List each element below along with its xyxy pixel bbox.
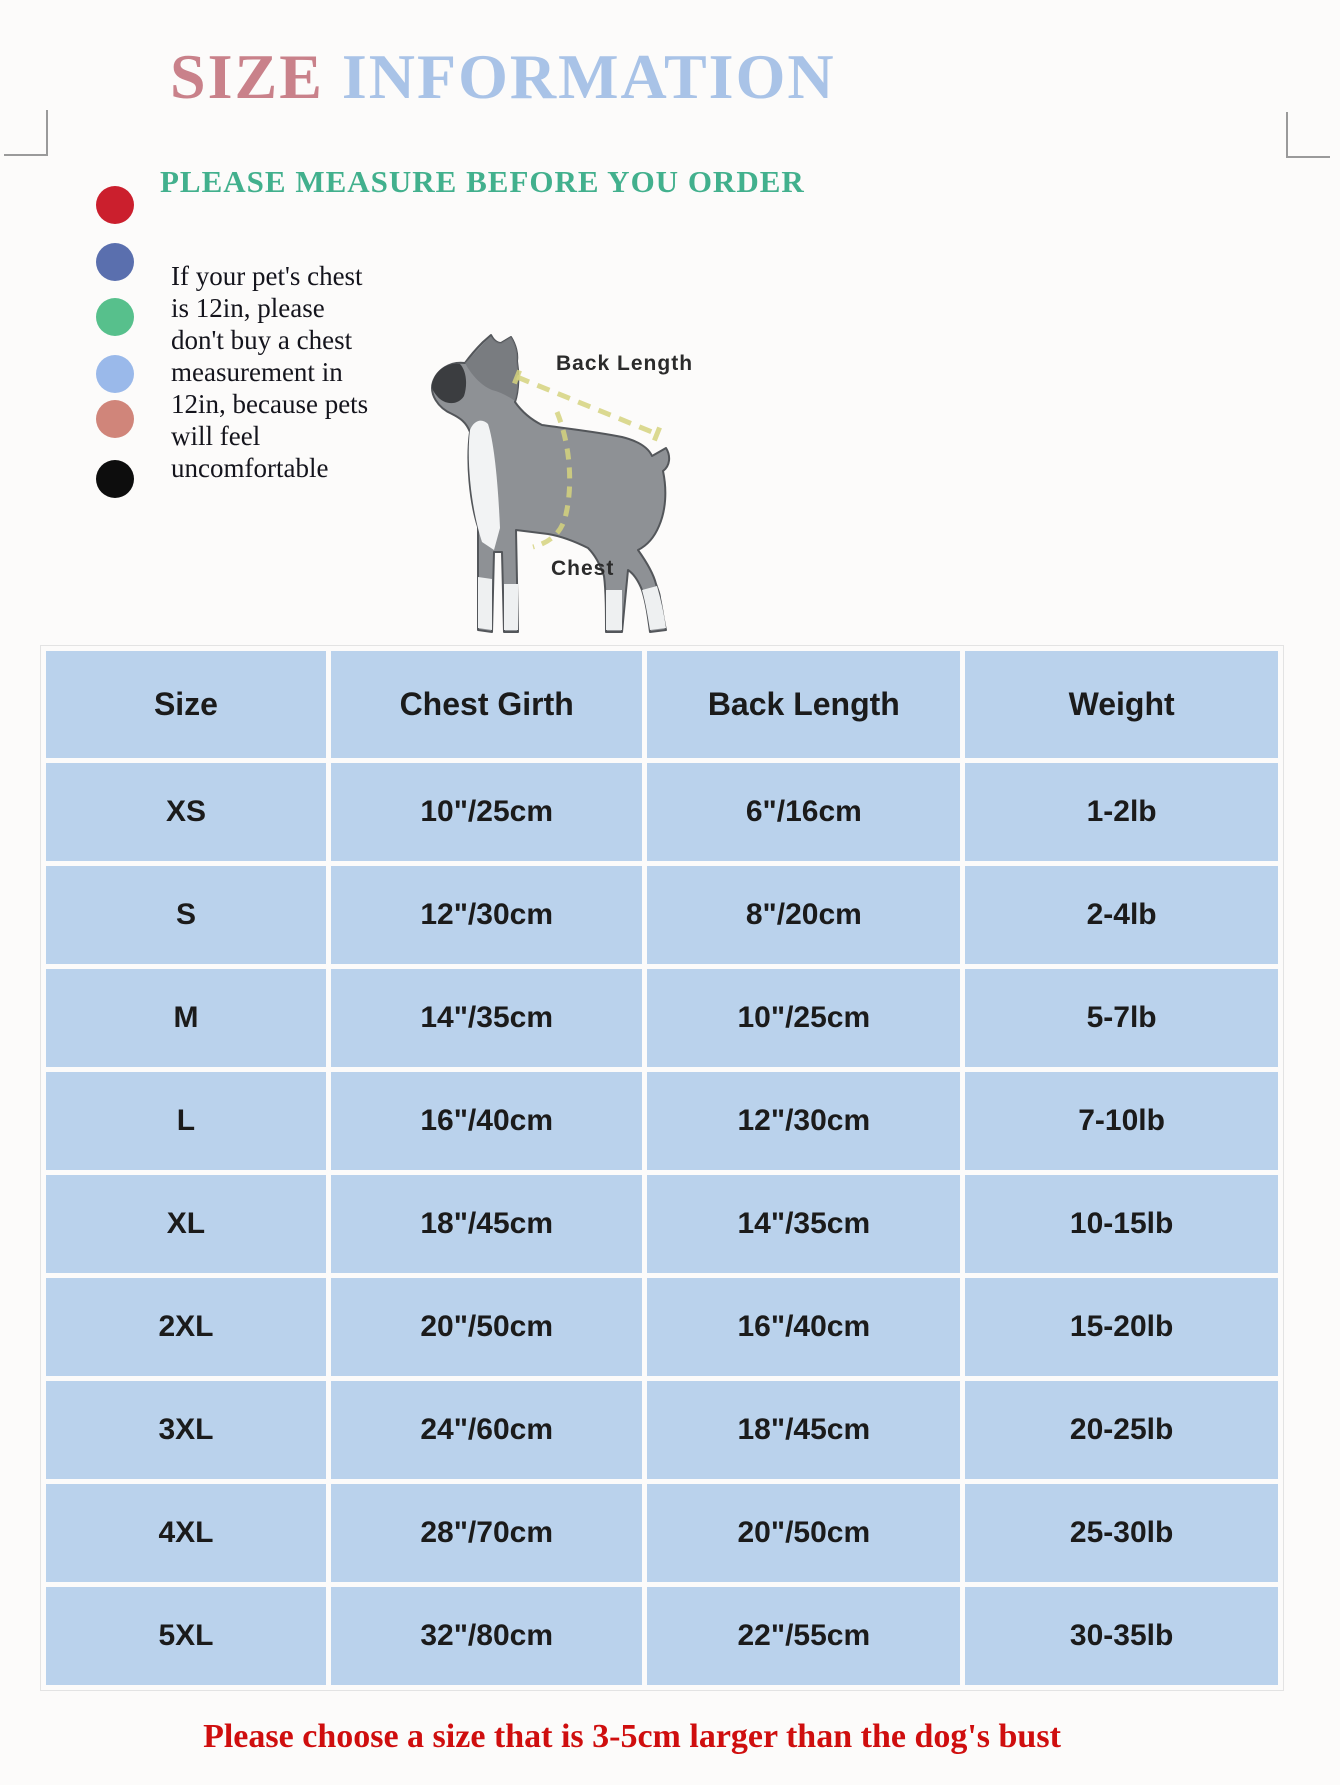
table-cell: 2-4lb (965, 866, 1278, 964)
table-cell: XS (46, 763, 326, 861)
measurement-note: If your pet's chest is 12in, please don'… (171, 260, 421, 484)
table-cell: 12"/30cm (330, 866, 643, 964)
bullet-dot-light-blue (96, 355, 134, 393)
table-cell: L (46, 1072, 326, 1170)
dog-head-shade (465, 336, 519, 401)
table-row-s: S 12"/30cm 8"/20cm 2-4lb (46, 866, 1278, 964)
table-cell: 14"/35cm (647, 1175, 961, 1273)
dog-front-foot (478, 577, 492, 630)
back-length-tick (652, 426, 662, 442)
bullet-dot-black (96, 460, 134, 498)
table-row-m: M 14"/35cm 10"/25cm 5-7lb (46, 969, 1278, 1067)
column-header-chest-girth: Chest Girth (330, 651, 643, 758)
table-cell: 12"/30cm (647, 1072, 961, 1170)
table-cell: 7-10lb (965, 1072, 1278, 1170)
table-cell: 4XL (46, 1484, 326, 1582)
bullet-dot-red (96, 186, 134, 224)
table-cell: 20"/50cm (647, 1484, 961, 1582)
table-cell: 3XL (46, 1381, 326, 1479)
back-length-dashed-line (516, 374, 658, 437)
page-title: SIZE INFORMATION (170, 40, 836, 114)
dog-illustration-image (431, 334, 671, 633)
table-cell: 5XL (46, 1587, 326, 1685)
table-cell: 32"/80cm (330, 1587, 643, 1685)
bullet-dot-blue (96, 243, 134, 281)
title-size-text: SIZE (170, 41, 324, 112)
table-cell: 10"/25cm (647, 969, 961, 1067)
table-cell: M (46, 969, 326, 1067)
title-information-text: INFORMATION (323, 41, 836, 112)
bullet-dot-green (96, 298, 134, 336)
note-line: don't buy a chest (171, 325, 353, 355)
table-cell: 20"/50cm (330, 1278, 643, 1376)
table-row-5xl: 5XL 32"/80cm 22"/55cm 30-35lb (46, 1587, 1278, 1685)
table-cell: 20-25lb (965, 1381, 1278, 1479)
table-cell: 1-2lb (965, 763, 1278, 861)
table-cell: 5-7lb (965, 969, 1278, 1067)
table-cell: 24"/60cm (330, 1381, 643, 1479)
chest-label: Chest (551, 557, 615, 580)
note-line: is 12in, please (171, 293, 325, 323)
note-line: will feel (171, 421, 261, 451)
table-row-2xl: 2XL 20"/50cm 16"/40cm 15-20lb (46, 1278, 1278, 1376)
table-cell: 30-35lb (965, 1587, 1278, 1685)
table-cell: 25-30lb (965, 1484, 1278, 1582)
note-line: uncomfortable (171, 453, 329, 483)
table-cell: 10-15lb (965, 1175, 1278, 1273)
column-header-back-length: Back Length (647, 651, 961, 758)
back-length-tick (512, 369, 522, 385)
dog-rear-foot (606, 590, 622, 630)
table-row-l: L 16"/40cm 12"/30cm 7-10lb (46, 1072, 1278, 1170)
table-cell: 10"/25cm (330, 763, 643, 861)
table-row-xs: XS 10"/25cm 6"/16cm 1-2lb (46, 763, 1278, 861)
table-row-4xl: 4XL 28"/70cm 20"/50cm 25-30lb (46, 1484, 1278, 1582)
table-cell: 6"/16cm (647, 763, 961, 861)
table-cell: 8"/20cm (647, 866, 961, 964)
table-cell: 18"/45cm (330, 1175, 643, 1273)
dog-chest-patch (468, 420, 500, 550)
bullet-dot-salmon (96, 400, 134, 438)
size-advice-note: Please choose a size that is 3-5cm large… (203, 1718, 1061, 1755)
table-row-3xl: 3XL 24"/60cm 18"/45cm 20-25lb (46, 1381, 1278, 1479)
note-line: measurement in (171, 357, 343, 387)
table-cell: 14"/35cm (330, 969, 643, 1067)
table-cell: 22"/55cm (647, 1587, 961, 1685)
dog-muzzle (431, 363, 467, 404)
crop-mark-left (4, 110, 48, 156)
table-cell: 18"/45cm (647, 1381, 961, 1479)
dog-body (431, 334, 671, 633)
table-cell: 2XL (46, 1278, 326, 1376)
size-table: Size Chest Girth Back Length Weight XS 1… (41, 646, 1283, 1690)
table-row-xl: XL 18"/45cm 14"/35cm 10-15lb (46, 1175, 1278, 1273)
crop-mark-right (1286, 112, 1330, 158)
column-header-size: Size (46, 651, 326, 758)
dog-rear-foot (642, 586, 666, 630)
dog-front-foot (504, 584, 518, 630)
measure-warning-heading: PLEASE MEASURE BEFORE YOU ORDER (160, 164, 805, 199)
chest-dashed-line (532, 411, 573, 550)
table-cell: 16"/40cm (647, 1278, 961, 1376)
table-cell: XL (46, 1175, 326, 1273)
note-line: If your pet's chest (171, 261, 363, 291)
size-table-container: Size Chest Girth Back Length Weight XS 1… (40, 645, 1284, 1691)
dog-measurement-diagram (420, 332, 690, 647)
table-cell: 28"/70cm (330, 1484, 643, 1582)
table-cell: 15-20lb (965, 1278, 1278, 1376)
back-length-label: Back Length (556, 352, 694, 375)
table-cell: S (46, 866, 326, 964)
table-cell: 16"/40cm (330, 1072, 643, 1170)
column-header-weight: Weight (965, 651, 1278, 758)
note-line: 12in, because pets (171, 389, 369, 419)
table-header-row: Size Chest Girth Back Length Weight (46, 651, 1278, 758)
